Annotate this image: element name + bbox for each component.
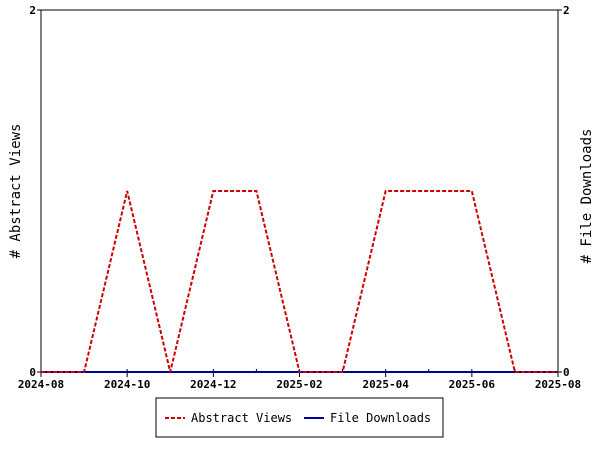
- legend-label-file-downloads: File Downloads: [330, 411, 431, 425]
- y-axis-left: 02: [29, 4, 41, 379]
- x-tick-label: 2024-12: [190, 378, 236, 391]
- x-tick-label: 2025-06: [449, 378, 496, 391]
- y-axis-right-title: # File Downloads: [579, 129, 595, 264]
- legend-label-abstract-views: Abstract Views: [191, 411, 292, 425]
- legend-box: [155, 397, 444, 438]
- legend: Abstract Views File Downloads: [155, 397, 444, 438]
- x-tick-label: 2025-08: [535, 378, 581, 391]
- x-tick-label: 2024-08: [18, 378, 64, 391]
- y-axis-right: 02: [558, 4, 570, 379]
- series-line-abstract-views: [41, 190, 558, 373]
- y-right-tick-label: 2: [563, 4, 570, 17]
- y-right-tick-label: 0: [563, 366, 570, 379]
- y-left-tick-label: 2: [29, 4, 36, 17]
- x-tick-label: 2025-04: [362, 378, 409, 391]
- series-layer: [41, 190, 558, 373]
- y-axis-left-title: # Abstract Views: [8, 124, 24, 259]
- y-left-tick-label: 0: [29, 366, 36, 379]
- plot-area: [40, 9, 559, 373]
- x-axis: 2024-08 2024-10 2024-12 2025-02 2025-04 2025-…: [18, 369, 581, 391]
- x-tick-label: 2025-02: [276, 378, 322, 391]
- x-tick-label: 2024-10: [104, 378, 150, 391]
